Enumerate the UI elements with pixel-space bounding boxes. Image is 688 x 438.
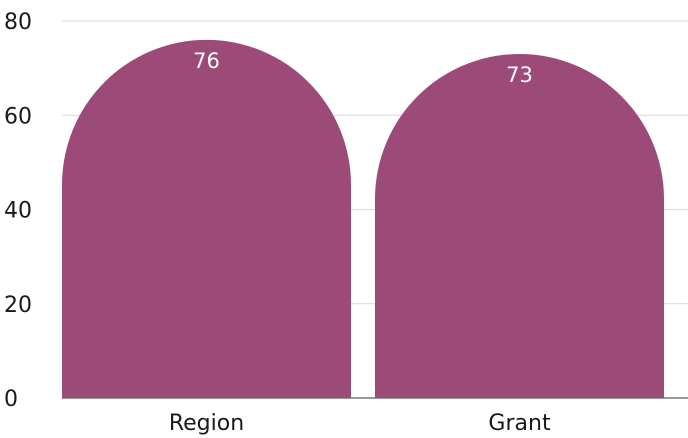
y-tick-label-20: 20 — [4, 293, 32, 318]
y-tick-label-60: 60 — [4, 104, 32, 129]
data-label-region: 76 — [193, 49, 220, 73]
y-tick-label-80: 80 — [4, 10, 32, 35]
y-tick-label-0: 0 — [4, 387, 18, 412]
x-category-label-grant: Grant — [488, 411, 551, 436]
data-labels: 76 73 — [193, 49, 533, 87]
bar-grant — [375, 53, 664, 399]
bars — [62, 39, 664, 399]
x-category-label-region: Region — [169, 411, 244, 436]
data-label-grant: 73 — [506, 63, 533, 87]
x-axis: Region Grant — [169, 411, 551, 436]
y-axis: 0 20 40 60 80 — [4, 10, 32, 412]
bar-region — [62, 39, 351, 398]
y-tick-label-40: 40 — [4, 199, 32, 224]
